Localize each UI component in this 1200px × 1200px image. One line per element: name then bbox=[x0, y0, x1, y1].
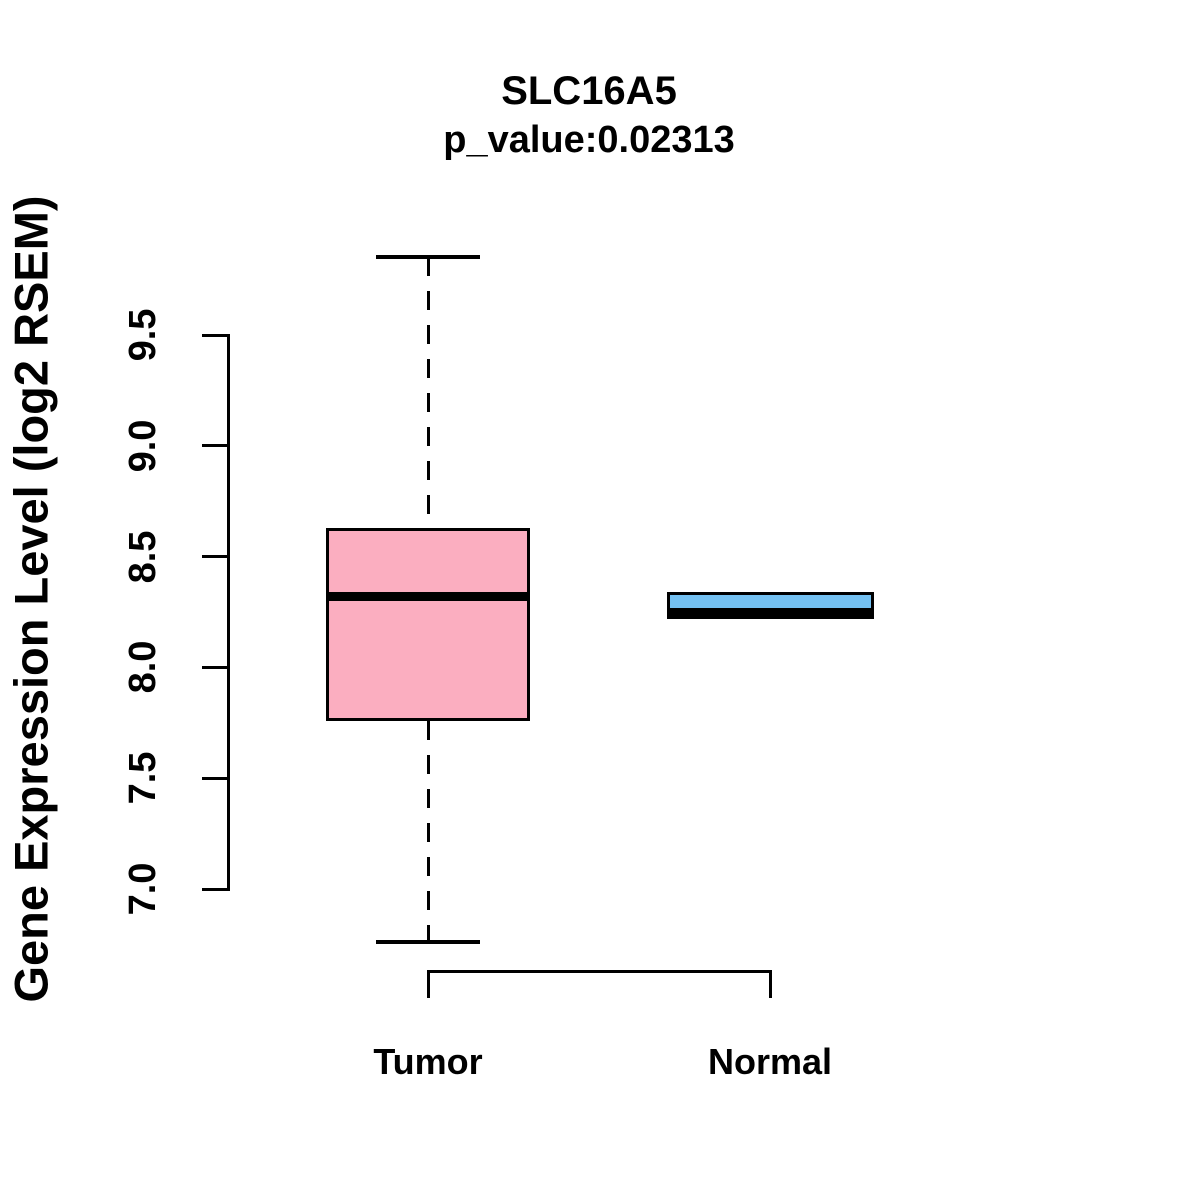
y-tick-label: 8.0 bbox=[122, 640, 164, 694]
whisker-lower-cap-tumor bbox=[376, 940, 480, 945]
whisker-lower-line-tumor bbox=[426, 720, 430, 943]
y-tick-label: 8.5 bbox=[122, 530, 164, 584]
y-axis-line bbox=[227, 333, 230, 891]
y-tick-label: 7.5 bbox=[122, 751, 164, 805]
whisker-upper-cap-tumor bbox=[376, 255, 480, 260]
chart-subtitle-pvalue: p_value:0.02313 bbox=[443, 119, 735, 161]
category-label-tumor: Tumor bbox=[373, 1041, 483, 1082]
box-tumor bbox=[326, 527, 530, 721]
whisker-upper-line-tumor bbox=[426, 257, 430, 528]
comparison-bracket-right bbox=[768, 970, 772, 998]
median-line-tumor bbox=[329, 591, 527, 601]
y-tick bbox=[202, 444, 230, 448]
y-tick-label: 9.5 bbox=[122, 308, 164, 362]
y-tick bbox=[202, 776, 230, 780]
y-tick-label: 9.0 bbox=[122, 419, 164, 473]
comparison-bracket-top bbox=[426, 970, 772, 973]
median-line-normal bbox=[669, 607, 871, 617]
y-tick bbox=[202, 555, 230, 559]
y-tick bbox=[202, 665, 230, 669]
category-label-normal: Normal bbox=[707, 1041, 833, 1082]
chart-title: SLC16A5 bbox=[501, 69, 677, 113]
y-tick-label: 7.0 bbox=[122, 862, 164, 916]
comparison-bracket-left bbox=[426, 970, 430, 998]
y-tick bbox=[202, 333, 230, 337]
y-tick bbox=[202, 887, 230, 891]
